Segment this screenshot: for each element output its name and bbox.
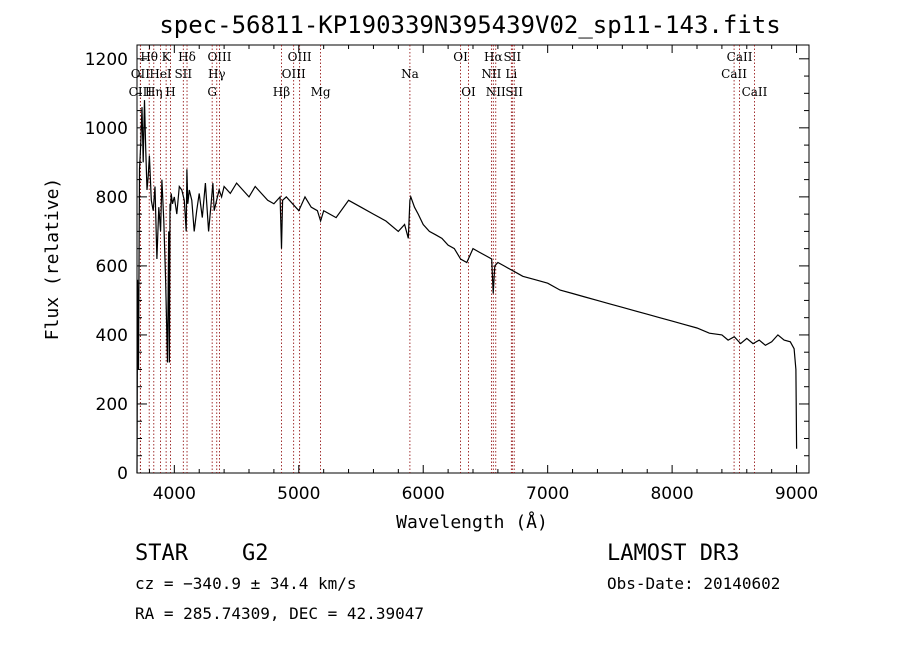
spectral-line-label: CaII [742, 85, 768, 99]
spectral-line-label: Na [401, 67, 419, 81]
spectral-line-label: Hβ [273, 85, 290, 99]
spectral-line-label: NII [481, 67, 501, 81]
y-tick-label: 1000 [85, 119, 128, 139]
spectral-line-label: Mg [311, 85, 331, 99]
spectral-line-label: CaII [727, 50, 753, 64]
y-axis-ticks: 0 200 400 600 800 1000 1200 [85, 50, 809, 484]
spectral-line-label: HeI [149, 67, 172, 81]
redshift-velocity: cz = −340.9 ± 34.4 km/s [135, 574, 357, 593]
spectral-line-label: Li [505, 67, 517, 81]
survey-name: LAMOST DR3 [607, 541, 739, 566]
spectral-line-label: SII [503, 50, 521, 64]
x-tick-label: 9000 [775, 484, 818, 504]
object-subclass: G2 [242, 541, 269, 566]
spectral-line-label: OIII [282, 67, 306, 81]
object-class: STAR [135, 541, 189, 566]
spectral-line-labels: CIII OII Hθ Hη HeI K H SII Hδ G Hγ OIII Hβ OIII OIII Mg… [129, 50, 768, 99]
spectral-line-label: CaII [721, 67, 747, 81]
spectral-line-label: OI [461, 85, 476, 99]
spectral-line-label: H [165, 85, 175, 99]
spectral-line-label: G [207, 85, 217, 99]
chart-title: spec-56811-KP190339N395439V02_sp11-143.f… [159, 11, 780, 39]
spectral-line-label: CIII [129, 85, 153, 99]
y-tick-label: 0 [117, 464, 128, 484]
spectral-line-label: Hα [484, 50, 503, 64]
spectral-line-label: Hδ [178, 50, 196, 64]
y-tick-label: 800 [96, 188, 128, 208]
y-tick-label: 400 [96, 326, 128, 346]
plot-frame [136, 44, 810, 474]
spectral-line-label: K [162, 50, 172, 64]
y-tick-label: 200 [96, 395, 128, 415]
spectral-line-label: Hγ [208, 67, 226, 81]
observation-date: Obs-Date: 20140602 [607, 574, 780, 593]
x-tick-label: 4000 [153, 484, 196, 504]
x-tick-label: 6000 [402, 484, 445, 504]
spectral-line-label: OI [453, 50, 468, 64]
spectral-line-label: SII [505, 85, 523, 99]
y-tick-label: 1200 [85, 50, 128, 70]
spectral-line-label: Hθ [140, 50, 158, 64]
spectral-line-label: Hη [145, 85, 163, 99]
spectral-line-label: OIII [288, 50, 312, 64]
coordinates: RA = 285.74309, DEC = 42.39047 [135, 604, 424, 623]
spectral-line-label: OII [131, 67, 151, 81]
x-axis-ticks: 4000 5000 6000 7000 8000 9000 [148, 45, 818, 504]
spectral-line-label: NII [486, 85, 506, 99]
y-tick-label: 600 [96, 257, 128, 277]
x-tick-label: 8000 [650, 484, 693, 504]
spectral-line-label: OIII [207, 50, 231, 64]
y-axis-label: Flux (relative) [42, 178, 63, 341]
x-tick-label: 7000 [526, 484, 569, 504]
spectral-line-markers [139, 45, 755, 473]
x-tick-label: 5000 [277, 484, 320, 504]
x-axis-label: Wavelength (Å) [396, 511, 548, 533]
spectral-line-label: SII [174, 67, 192, 81]
spectrum-line [136, 100, 798, 474]
